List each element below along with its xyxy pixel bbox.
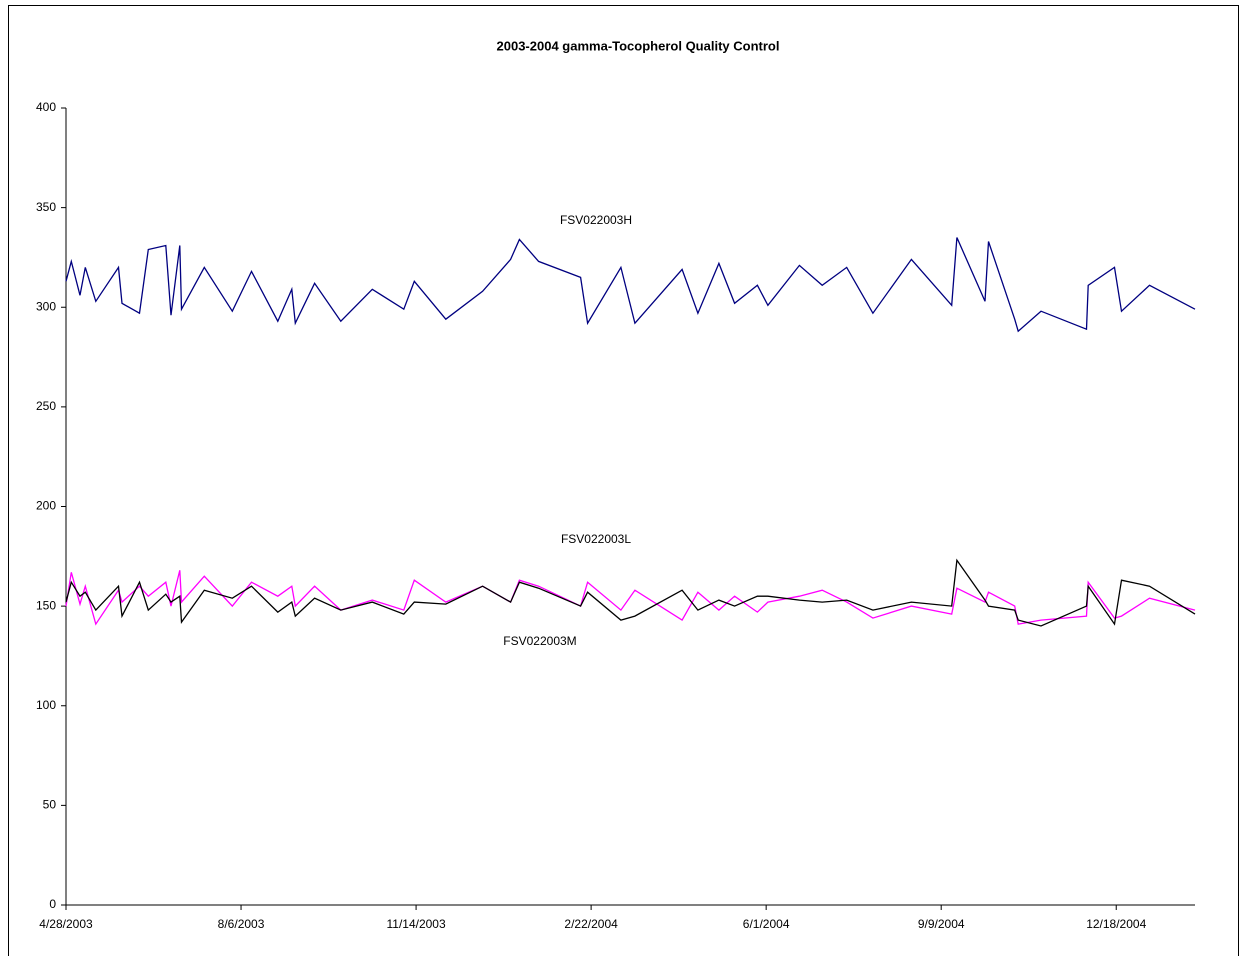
- chart-frame: [8, 5, 1239, 956]
- series-line: [65, 237, 1196, 333]
- y-tick-label: 250: [36, 399, 56, 413]
- chart-title: 2003-2004 gamma-Tocopherol Quality Contr…: [497, 38, 780, 53]
- y-tick-label: 100: [36, 698, 56, 712]
- y-tick-label: 50: [43, 798, 57, 812]
- series-line: [65, 570, 1196, 626]
- x-tick-label: 6/1/2004: [743, 917, 790, 931]
- series-line: [65, 558, 1196, 627]
- y-tick-label: 200: [36, 499, 56, 513]
- x-tick-label: 2/22/2004: [564, 917, 618, 931]
- y-tick-label: 400: [36, 100, 56, 114]
- series-label: FSV022003H: [560, 213, 632, 227]
- x-tick-label: 9/9/2004: [918, 917, 965, 931]
- y-tick-label: 300: [36, 299, 56, 313]
- x-tick-label: 8/6/2003: [218, 917, 265, 931]
- y-tick-label: 150: [36, 598, 56, 612]
- y-tick-label: 350: [36, 200, 56, 214]
- x-tick-label: 11/14/2003: [386, 917, 445, 931]
- x-tick-label: 4/28/2003: [39, 917, 93, 931]
- y-tick-label: 0: [49, 897, 56, 911]
- series-label: FSV022003L: [561, 532, 631, 546]
- series-label: FSV022003M: [503, 634, 576, 648]
- x-tick-label: 12/18/2004: [1086, 917, 1146, 931]
